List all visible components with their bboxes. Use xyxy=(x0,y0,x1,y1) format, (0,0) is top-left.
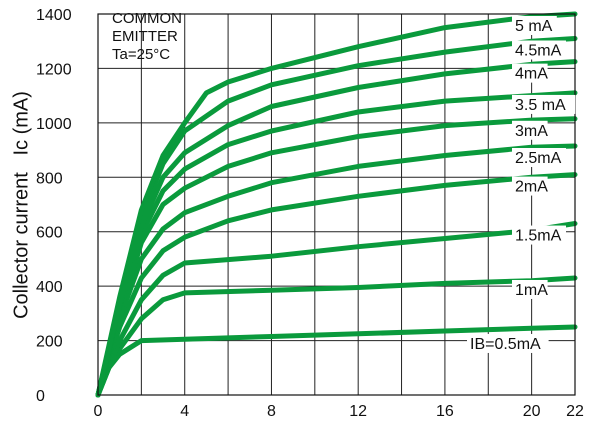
series-line-3 xyxy=(95,172,578,398)
series-line-9 xyxy=(95,11,578,398)
series-label: 1.5mA xyxy=(515,228,562,245)
series-line-5 xyxy=(95,116,578,398)
x-tick-label: 22 xyxy=(566,403,584,420)
series-label-bg xyxy=(512,16,557,35)
series-label-bg xyxy=(512,63,548,83)
x-tick-label: 0 xyxy=(94,403,103,420)
series-label-bg xyxy=(512,225,566,245)
x-tick-label: 4 xyxy=(180,403,189,420)
annotation-line-1: COMMON xyxy=(112,10,182,27)
tick-labels: 0 200 400 600 800 1000 1200 1400 0 4 8 12 16 20 22 xyxy=(36,7,584,420)
series-label-bg xyxy=(467,333,549,353)
series-label-bg xyxy=(512,94,576,114)
series-label-bg xyxy=(512,40,566,60)
series-label: 3.5 mA xyxy=(515,97,566,114)
x-tick-label: 12 xyxy=(349,403,367,420)
series-label: 2mA xyxy=(515,179,548,196)
y-tick-label: 1200 xyxy=(36,61,72,78)
series-labels: IB=0.5mA 1mA 1.5mA 2mA 2.5mA 3mA 3.5 mA 4mA 4.5m… xyxy=(467,16,576,353)
plot-border xyxy=(97,13,576,396)
y-tick-label: 200 xyxy=(36,334,63,351)
series-label: 4mA xyxy=(515,66,548,83)
y-axis-label: Collector current Ic (mA) xyxy=(10,91,33,319)
x-tick-label: 16 xyxy=(436,403,454,420)
series-line-4 xyxy=(95,143,578,398)
series-label-bg xyxy=(512,176,548,196)
annotation-line-2: EMITTER xyxy=(112,28,178,45)
x-tick-label: 20 xyxy=(523,403,541,420)
series-label: 3mA xyxy=(515,123,548,140)
series-label: 5 mA xyxy=(515,18,553,35)
y-tick-label: 1000 xyxy=(36,116,72,133)
chart-annotation: COMMON EMITTER Ta=25°C xyxy=(112,10,182,64)
series-lines xyxy=(95,11,578,398)
series-line-2 xyxy=(95,221,578,398)
y-tick-label: 0 xyxy=(36,388,45,405)
y-tick-label: 800 xyxy=(36,170,63,187)
y-tick-label: 600 xyxy=(36,225,63,242)
plot-frame xyxy=(97,13,576,396)
y-tick-label: 1400 xyxy=(36,7,72,24)
series-label-bg xyxy=(512,120,548,140)
annotation-line-3: Ta=25°C xyxy=(112,46,171,63)
series-label-bg xyxy=(512,147,566,167)
y-tick-label: 400 xyxy=(36,279,63,296)
x-tick-label: 8 xyxy=(267,403,276,420)
series-label: IB=0.5mA xyxy=(470,336,541,353)
series-label: 1mA xyxy=(515,282,548,299)
series-label: 4.5mA xyxy=(515,42,562,59)
series-label-bg xyxy=(512,279,548,299)
series-label: 2.5mA xyxy=(515,150,562,167)
